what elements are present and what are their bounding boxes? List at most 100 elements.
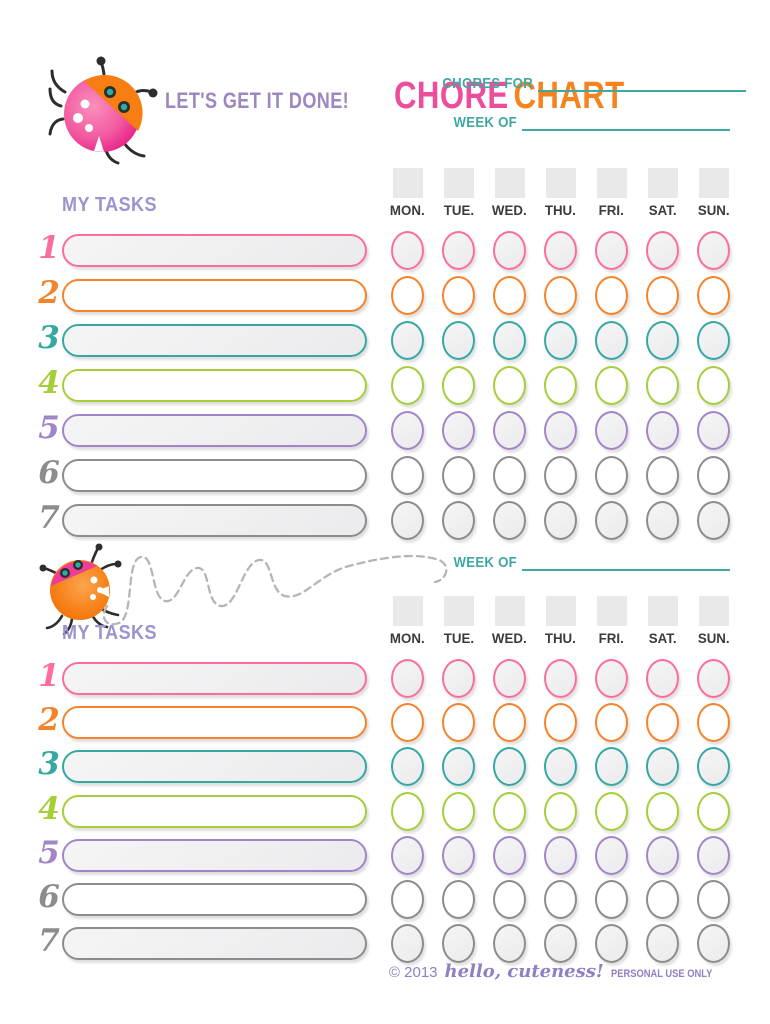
task-input-pill[interactable]	[62, 369, 367, 402]
day-checkbox[interactable]	[544, 835, 577, 875]
day-checkbox[interactable]	[697, 501, 730, 540]
day-checkbox[interactable]	[442, 321, 475, 360]
day-checkbox[interactable]	[544, 924, 577, 964]
day-checkbox[interactable]	[442, 924, 475, 964]
day-checkbox[interactable]	[442, 702, 475, 742]
day-checkbox[interactable]	[493, 924, 526, 964]
day-checkbox[interactable]	[595, 835, 628, 875]
day-checkbox[interactable]	[544, 276, 577, 315]
day-checkbox[interactable]	[646, 880, 679, 920]
day-checkbox[interactable]	[544, 658, 577, 698]
day-checkbox[interactable]	[391, 880, 424, 920]
day-date-box[interactable]	[545, 596, 576, 626]
day-checkbox[interactable]	[544, 231, 577, 270]
day-checkbox[interactable]	[442, 791, 475, 831]
week-of-line-2[interactable]	[522, 553, 730, 571]
day-date-box[interactable]	[443, 168, 474, 198]
day-checkbox[interactable]	[391, 658, 424, 698]
day-checkbox[interactable]	[646, 411, 679, 450]
day-checkbox[interactable]	[646, 501, 679, 540]
week-of-line[interactable]	[522, 113, 730, 131]
day-checkbox[interactable]	[391, 321, 424, 360]
day-checkbox[interactable]	[493, 501, 526, 540]
day-checkbox[interactable]	[646, 702, 679, 742]
task-input-pill[interactable]	[62, 927, 367, 961]
day-checkbox[interactable]	[493, 411, 526, 450]
day-checkbox[interactable]	[442, 411, 475, 450]
day-checkbox[interactable]	[646, 747, 679, 787]
day-checkbox[interactable]	[595, 231, 628, 270]
day-checkbox[interactable]	[391, 702, 424, 742]
day-checkbox[interactable]	[595, 276, 628, 315]
day-checkbox[interactable]	[391, 501, 424, 540]
day-checkbox[interactable]	[493, 791, 526, 831]
day-checkbox[interactable]	[544, 880, 577, 920]
day-date-box[interactable]	[392, 596, 423, 626]
day-checkbox[interactable]	[697, 658, 730, 698]
day-checkbox[interactable]	[442, 835, 475, 875]
day-checkbox[interactable]	[697, 231, 730, 270]
day-checkbox[interactable]	[595, 880, 628, 920]
day-checkbox[interactable]	[646, 231, 679, 270]
task-input-pill[interactable]	[62, 459, 367, 492]
day-checkbox[interactable]	[697, 321, 730, 360]
task-input-pill[interactable]	[62, 883, 367, 917]
day-checkbox[interactable]	[493, 366, 526, 405]
day-checkbox[interactable]	[493, 321, 526, 360]
day-checkbox[interactable]	[493, 747, 526, 787]
chores-for-line[interactable]	[538, 74, 747, 92]
day-checkbox[interactable]	[442, 880, 475, 920]
day-checkbox[interactable]	[595, 321, 628, 360]
day-checkbox[interactable]	[697, 747, 730, 787]
day-date-box[interactable]	[647, 168, 678, 198]
day-checkbox[interactable]	[544, 411, 577, 450]
day-date-box[interactable]	[392, 168, 423, 198]
task-input-pill[interactable]	[62, 705, 367, 739]
day-checkbox[interactable]	[697, 702, 730, 742]
day-checkbox[interactable]	[391, 835, 424, 875]
day-checkbox[interactable]	[493, 276, 526, 315]
task-input-pill[interactable]	[62, 794, 367, 828]
day-checkbox[interactable]	[493, 231, 526, 270]
day-checkbox[interactable]	[391, 791, 424, 831]
day-checkbox[interactable]	[646, 456, 679, 495]
day-checkbox[interactable]	[391, 456, 424, 495]
day-checkbox[interactable]	[697, 924, 730, 964]
task-input-pill[interactable]	[62, 234, 367, 267]
day-checkbox[interactable]	[544, 366, 577, 405]
day-date-box[interactable]	[545, 168, 576, 198]
day-checkbox[interactable]	[595, 411, 628, 450]
day-checkbox[interactable]	[646, 366, 679, 405]
day-checkbox[interactable]	[595, 924, 628, 964]
day-checkbox[interactable]	[595, 456, 628, 495]
day-checkbox[interactable]	[391, 231, 424, 270]
day-checkbox[interactable]	[646, 658, 679, 698]
day-date-box[interactable]	[698, 168, 729, 198]
day-checkbox[interactable]	[646, 791, 679, 831]
day-date-box[interactable]	[596, 168, 627, 198]
task-input-pill[interactable]	[62, 414, 367, 447]
day-checkbox[interactable]	[595, 791, 628, 831]
day-checkbox[interactable]	[595, 702, 628, 742]
day-date-box[interactable]	[647, 596, 678, 626]
day-checkbox[interactable]	[697, 366, 730, 405]
day-checkbox[interactable]	[646, 835, 679, 875]
day-checkbox[interactable]	[697, 791, 730, 831]
day-checkbox[interactable]	[544, 791, 577, 831]
day-checkbox[interactable]	[544, 456, 577, 495]
day-checkbox[interactable]	[493, 456, 526, 495]
day-checkbox[interactable]	[544, 501, 577, 540]
day-checkbox[interactable]	[442, 658, 475, 698]
day-checkbox[interactable]	[544, 747, 577, 787]
task-input-pill[interactable]	[62, 279, 367, 312]
day-checkbox[interactable]	[442, 276, 475, 315]
day-checkbox[interactable]	[697, 276, 730, 315]
day-checkbox[interactable]	[442, 501, 475, 540]
day-checkbox[interactable]	[493, 702, 526, 742]
day-date-box[interactable]	[443, 596, 474, 626]
day-checkbox[interactable]	[697, 456, 730, 495]
day-checkbox[interactable]	[391, 411, 424, 450]
day-checkbox[interactable]	[595, 747, 628, 787]
day-checkbox[interactable]	[442, 747, 475, 787]
day-checkbox[interactable]	[646, 321, 679, 360]
